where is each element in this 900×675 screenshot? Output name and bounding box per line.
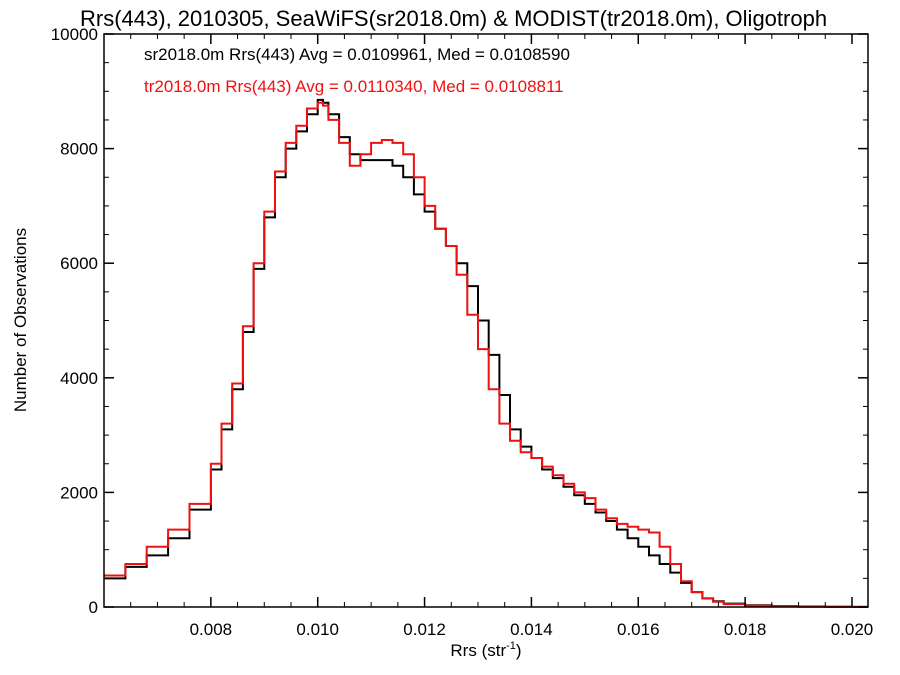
y-tick-label: 10000 [51,25,98,44]
x-tick-label: 0.010 [296,620,339,639]
annotation-series-2-stats: tr2018.0m Rrs(443) Avg = 0.0110340, Med … [144,77,564,96]
y-axis-ticks: 0 2000 4000 6000 8000 10000 [51,25,868,617]
y-tick-label: 2000 [60,483,98,502]
annotation-series-1-stats: sr2018.0m Rrs(443) Avg = 0.0109961, Med … [144,45,570,64]
y-tick-label: 4000 [60,369,98,388]
y-tick-label: 0 [89,598,98,617]
x-tick-label: 0.016 [617,620,660,639]
chart-title: Rrs(443), 2010305, SeaWiFS(sr2018.0m) & … [80,6,827,31]
x-axis-label: Rrs (str-1) [450,640,521,660]
x-tick-label: 0.020 [831,620,874,639]
y-axis-label: Number of Observations [11,228,30,412]
x-tick-label: 0.014 [510,620,553,639]
series-2-line [104,101,868,608]
x-axis-label-close: ) [516,641,522,660]
x-axis-label-text: Rrs (str [450,641,506,660]
x-tick-label: 0.012 [403,620,446,639]
plot-frame [103,33,869,608]
x-axis-ticks: 0.008 0.010 0.012 0.014 0.016 0.018 0.020 [130,34,874,639]
x-axis-label-superscript: -1 [506,640,516,652]
x-tick-label: 0.018 [724,620,767,639]
y-tick-label: 6000 [60,254,98,273]
series-group [104,98,868,608]
series-1-line [104,98,868,608]
x-tick-label: 0.008 [190,620,233,639]
y-tick-label: 8000 [60,140,98,159]
